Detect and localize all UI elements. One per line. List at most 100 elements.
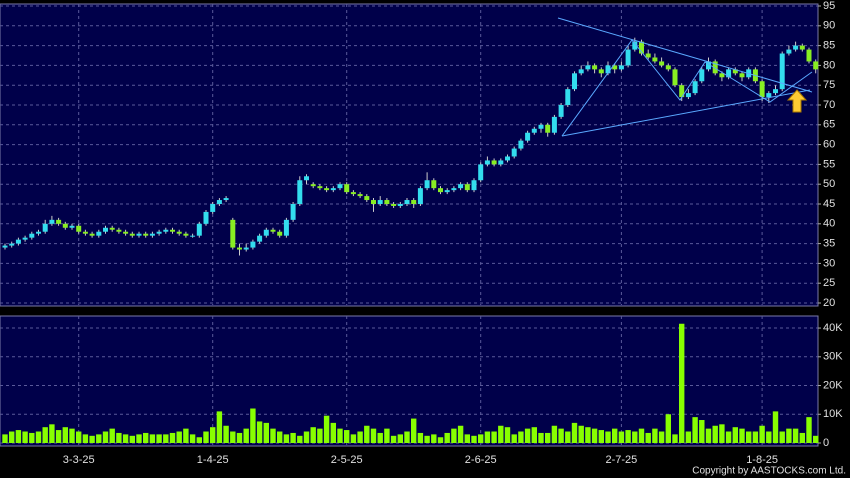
y-tick-label: 40K: [823, 322, 843, 334]
volume-bar: [665, 414, 671, 443]
volume-bar: [411, 418, 417, 443]
candle-body: [170, 229, 175, 232]
volume-bar: [250, 408, 256, 443]
candle-body: [652, 57, 658, 62]
candle-body: [645, 53, 651, 58]
volume-bar: [813, 435, 819, 443]
volume-bar: [236, 432, 243, 443]
candle-body: [384, 200, 390, 204]
candle-body: [444, 190, 450, 193]
candle-body: [123, 231, 129, 234]
candle-body: [49, 219, 55, 224]
candle-body: [196, 223, 202, 236]
candle-body: [82, 231, 88, 234]
candle-body: [799, 45, 805, 50]
volume-bar: [62, 427, 68, 443]
volume-bar: [136, 434, 142, 443]
candle-body: [324, 188, 330, 191]
candle-body: [518, 140, 524, 149]
candle-body: [36, 231, 41, 234]
volume-bar: [491, 431, 497, 443]
y-tick-label: 55: [823, 158, 835, 170]
candle-body: [143, 233, 149, 236]
candle-body: [176, 231, 182, 234]
volume-bar: [625, 430, 631, 443]
volume-bar: [672, 434, 678, 443]
trend-lines: [557, 17, 813, 137]
candle-body: [699, 69, 705, 82]
volume-bar: [786, 428, 792, 443]
candle-body: [89, 233, 95, 236]
candle-body: [183, 233, 189, 236]
volume-bar: [424, 435, 430, 443]
volume-bar: [15, 430, 22, 443]
candle-body: [391, 204, 397, 206]
volume-bar: [712, 425, 718, 443]
candle-body: [56, 219, 62, 224]
candle-body: [639, 41, 644, 54]
zigzag-line: [561, 39, 813, 137]
volume-bar: [129, 435, 135, 443]
volume-bar: [243, 428, 249, 443]
candle-body: [216, 200, 222, 204]
y-tick-label: 0: [823, 437, 829, 449]
candle-body: [438, 188, 443, 193]
y-tick-label: 20K: [823, 379, 843, 391]
candle-body: [585, 65, 591, 70]
volume-bar: [2, 434, 8, 443]
y-tick-label: 50: [823, 178, 835, 190]
candle-body: [565, 89, 571, 105]
candle-body: [230, 219, 236, 248]
volume-bar: [632, 431, 638, 443]
candle-body: [203, 211, 209, 224]
volume-bar: [203, 431, 209, 443]
volume-bar: [524, 428, 531, 443]
candle-body: [411, 200, 417, 204]
candle-body: [806, 49, 812, 62]
candle-body: [464, 184, 470, 191]
volume-bar: [457, 425, 464, 443]
candle-body: [672, 69, 678, 86]
y-tick-label: 35: [823, 238, 835, 250]
copyright: Copyright by AASTOCKS.com Ltd.: [692, 466, 846, 477]
candle-body: [156, 231, 162, 234]
candle-body: [592, 65, 598, 70]
candle-body: [739, 73, 745, 78]
candle-body: [330, 188, 336, 191]
x-tick-label: 2-7-25: [606, 454, 638, 466]
volume-bar: [143, 432, 149, 443]
volume-bar: [511, 434, 517, 443]
candle-body: [424, 180, 430, 189]
volume-bar: [444, 432, 450, 443]
volume-bar: [82, 434, 89, 443]
plot-layer: 20 25 30 35 40 45 50 55 60 65 70 75 80 85 90 95 0 10K 20K 3…: [0, 0, 843, 466]
volume-bar: [122, 434, 129, 443]
candle-body: [223, 198, 229, 201]
candle-body: [545, 124, 551, 133]
volume-bar: [102, 431, 109, 443]
candle-body: [679, 85, 685, 98]
volume-bar: [578, 425, 584, 443]
candle-body: [62, 223, 68, 228]
volume-bar: [330, 422, 336, 443]
candle-body: [726, 69, 732, 78]
trend-line: [557, 17, 813, 93]
volume-bar: [766, 431, 772, 443]
volume-bar: [732, 427, 738, 443]
candle-body: [136, 233, 142, 236]
volume-bar: [297, 435, 303, 443]
volume-bar: [759, 425, 765, 443]
candle-body: [129, 233, 135, 236]
volume-bar: [598, 430, 604, 443]
candle-body: [551, 116, 557, 133]
y-tick-label: 75: [823, 79, 835, 91]
arrow: [786, 89, 808, 113]
candle-body: [578, 69, 584, 74]
volume-bar: [323, 415, 330, 443]
volume-bar: [538, 432, 544, 443]
volume-bar: [652, 428, 658, 443]
candle-body: [793, 45, 799, 50]
volume-bar: [772, 411, 779, 443]
volume-bar: [437, 437, 444, 443]
volume-bar: [176, 431, 182, 443]
